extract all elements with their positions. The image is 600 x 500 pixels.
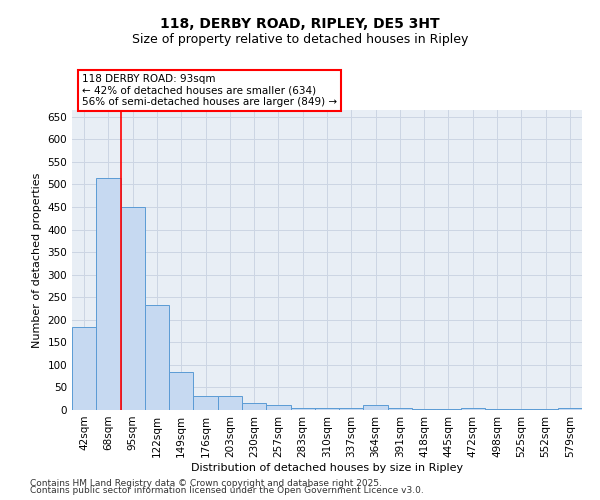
Bar [242, 403, 266, 410]
Bar [96, 178, 121, 410]
Text: 118, DERBY ROAD, RIPLEY, DE5 3HT: 118, DERBY ROAD, RIPLEY, DE5 3HT [160, 18, 440, 32]
Bar [339, 408, 364, 410]
Text: Contains public sector information licensed under the Open Government Licence v3: Contains public sector information licen… [30, 486, 424, 495]
Bar [558, 408, 582, 410]
Bar [315, 408, 339, 410]
Text: Contains HM Land Registry data © Crown copyright and database right 2025.: Contains HM Land Registry data © Crown c… [30, 478, 382, 488]
Bar [218, 396, 242, 410]
Bar [121, 207, 145, 410]
Text: 118 DERBY ROAD: 93sqm
← 42% of detached houses are smaller (634)
56% of semi-det: 118 DERBY ROAD: 93sqm ← 42% of detached … [82, 74, 337, 107]
Bar [169, 372, 193, 410]
Bar [485, 409, 509, 410]
Bar [364, 406, 388, 410]
Bar [461, 408, 485, 410]
Bar [436, 409, 461, 410]
Bar [193, 396, 218, 410]
Y-axis label: Number of detached properties: Number of detached properties [32, 172, 42, 348]
Bar [533, 409, 558, 410]
Bar [509, 409, 533, 410]
Bar [266, 406, 290, 410]
Bar [290, 408, 315, 410]
Bar [145, 306, 169, 410]
Bar [72, 326, 96, 410]
X-axis label: Distribution of detached houses by size in Ripley: Distribution of detached houses by size … [191, 462, 463, 472]
Text: Size of property relative to detached houses in Ripley: Size of property relative to detached ho… [132, 32, 468, 46]
Bar [388, 408, 412, 410]
Bar [412, 409, 436, 410]
